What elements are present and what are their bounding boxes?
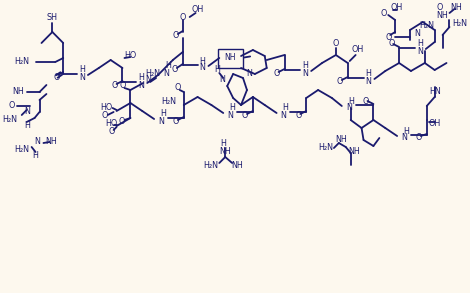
Text: H: H [200, 57, 205, 66]
Text: NH: NH [437, 11, 448, 20]
Text: O: O [274, 69, 280, 79]
Text: O: O [172, 32, 179, 40]
Text: N: N [145, 74, 151, 84]
Text: H₂N: H₂N [14, 146, 29, 154]
Text: N: N [163, 69, 169, 78]
Text: N: N [227, 110, 233, 120]
Text: O: O [180, 13, 186, 21]
Text: O: O [333, 38, 339, 47]
Text: H: H [160, 110, 166, 118]
Text: NH: NH [348, 146, 360, 156]
Text: H₂N: H₂N [14, 57, 29, 67]
Text: H: H [282, 103, 289, 113]
Text: H: H [403, 127, 409, 135]
Text: N: N [417, 47, 423, 55]
Text: O: O [388, 40, 394, 49]
Text: OH: OH [352, 45, 364, 54]
Text: SH: SH [47, 13, 58, 23]
Text: N: N [219, 76, 225, 84]
Text: NH: NH [231, 161, 243, 169]
Text: OH: OH [391, 4, 403, 13]
Text: O: O [437, 4, 443, 13]
Text: N: N [138, 81, 144, 89]
Text: O: O [175, 84, 181, 93]
Text: H: H [32, 151, 39, 159]
Text: H₂N: H₂N [203, 161, 218, 169]
Text: O: O [119, 81, 125, 91]
Text: H₂N: H₂N [146, 69, 161, 78]
Text: O: O [385, 33, 392, 42]
Text: O: O [380, 8, 386, 18]
Text: H: H [366, 69, 371, 79]
Text: NH: NH [224, 54, 236, 62]
Text: O: O [8, 101, 15, 110]
Text: H: H [229, 103, 235, 113]
Text: O: O [118, 117, 125, 127]
Text: NH: NH [12, 88, 24, 96]
Text: O: O [172, 117, 179, 127]
Text: N: N [281, 110, 286, 120]
Text: O: O [111, 81, 118, 91]
Text: N: N [366, 76, 371, 86]
Text: N: N [246, 69, 252, 79]
Text: HO: HO [124, 50, 136, 59]
Text: H: H [214, 66, 220, 74]
Text: OH: OH [429, 118, 441, 127]
Text: HO: HO [105, 118, 118, 127]
Text: N: N [25, 108, 31, 117]
Text: H: H [348, 96, 353, 105]
Text: NH: NH [335, 135, 347, 144]
Text: HO: HO [101, 103, 113, 112]
Text: O: O [53, 72, 60, 81]
Text: O: O [362, 96, 368, 105]
Text: H: H [220, 139, 226, 149]
Text: O: O [172, 66, 178, 74]
Text: H: H [417, 40, 423, 49]
Text: H: H [302, 62, 308, 71]
Text: H₂N: H₂N [2, 115, 17, 124]
Text: N: N [302, 69, 308, 78]
Text: OH: OH [191, 6, 204, 14]
Text: NH: NH [219, 147, 231, 156]
Text: NH: NH [46, 137, 57, 146]
Text: O: O [295, 112, 302, 120]
Text: N: N [79, 72, 85, 81]
Text: H₂N: H₂N [419, 21, 434, 30]
Text: H: H [25, 120, 31, 130]
Text: N: N [158, 117, 164, 125]
Text: N: N [346, 103, 352, 113]
Text: O: O [337, 78, 343, 86]
Text: N: N [414, 30, 420, 38]
Text: H: H [79, 66, 85, 74]
Text: H: H [138, 74, 144, 83]
Text: O: O [109, 127, 115, 135]
Text: O: O [415, 134, 422, 142]
Text: NH: NH [451, 3, 462, 11]
Text: O: O [102, 112, 108, 120]
Text: H₂N: H₂N [319, 144, 334, 152]
Text: H₂N: H₂N [161, 96, 176, 105]
Text: H: H [165, 62, 171, 71]
Text: N: N [401, 134, 407, 142]
Text: H₂N: H₂N [453, 18, 468, 28]
Text: N: N [35, 137, 40, 146]
Text: O: O [242, 112, 248, 120]
Text: N: N [200, 64, 205, 72]
Text: HN: HN [429, 88, 440, 96]
